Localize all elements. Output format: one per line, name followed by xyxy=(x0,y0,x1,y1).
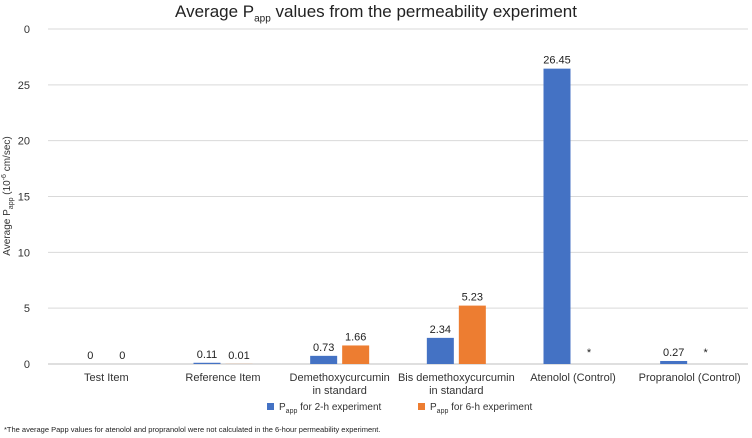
x-tick-label: Test Item xyxy=(84,372,129,384)
x-tick-label: in standard xyxy=(429,385,483,397)
bar-6h xyxy=(342,345,370,364)
y-tick-label: 25 xyxy=(18,80,30,92)
data-label: * xyxy=(587,347,592,359)
bar-2h xyxy=(660,360,688,364)
x-tick-label: Reference Item xyxy=(185,372,260,384)
y-tick-label: 5 xyxy=(24,303,30,315)
data-label: 0.73 xyxy=(313,342,334,354)
data-label: 0.11 xyxy=(197,349,218,361)
data-label: * xyxy=(704,347,709,359)
x-tick-label: Propranolol (Control) xyxy=(639,372,741,384)
x-tick-label: in standard xyxy=(312,385,366,397)
x-tick-label: Atenolol (Control) xyxy=(530,372,616,384)
data-label: 5.23 xyxy=(462,292,483,304)
data-label: 0.01 xyxy=(228,350,249,362)
data-label: 0 xyxy=(87,350,93,362)
bar-2h xyxy=(543,68,571,365)
x-tick-label: Demethoxycurcumin xyxy=(290,372,390,384)
legend-entry: Papp for 2-h experiment xyxy=(279,402,382,415)
y-tick-label: 15 xyxy=(18,192,30,204)
bar-2h xyxy=(310,355,338,364)
y-tick-label: 0 xyxy=(24,24,30,36)
y-tick-label: 0 xyxy=(24,359,30,371)
bar-6h xyxy=(458,305,486,364)
y-axis-title: Average Papp (10-6 cm/sec) xyxy=(1,136,15,255)
data-label: 0 xyxy=(119,350,125,362)
legend-swatch xyxy=(267,403,274,410)
x-tick-label: Bis demethoxycurcumin xyxy=(398,372,515,384)
chart-title: Average Papp values from the permeabilit… xyxy=(175,2,577,25)
data-label: 2.34 xyxy=(430,324,451,336)
legend-entry: Papp for 6-h experiment xyxy=(430,402,533,415)
data-label: 26.45 xyxy=(543,55,571,67)
legend-swatch xyxy=(418,403,425,410)
footnote: *The average Papp values for atenolol an… xyxy=(4,425,381,434)
data-label: 1.66 xyxy=(345,331,366,343)
bar-2h xyxy=(426,337,454,364)
bar-2h xyxy=(193,362,221,364)
data-label: 0.27 xyxy=(663,347,684,359)
y-tick-label: 10 xyxy=(18,247,30,259)
y-tick-label: 20 xyxy=(18,136,30,148)
